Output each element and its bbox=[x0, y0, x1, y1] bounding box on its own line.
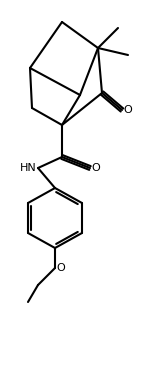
Text: O: O bbox=[56, 263, 65, 273]
Text: O: O bbox=[92, 163, 100, 173]
Text: HN: HN bbox=[20, 163, 37, 173]
Text: O: O bbox=[124, 105, 132, 115]
